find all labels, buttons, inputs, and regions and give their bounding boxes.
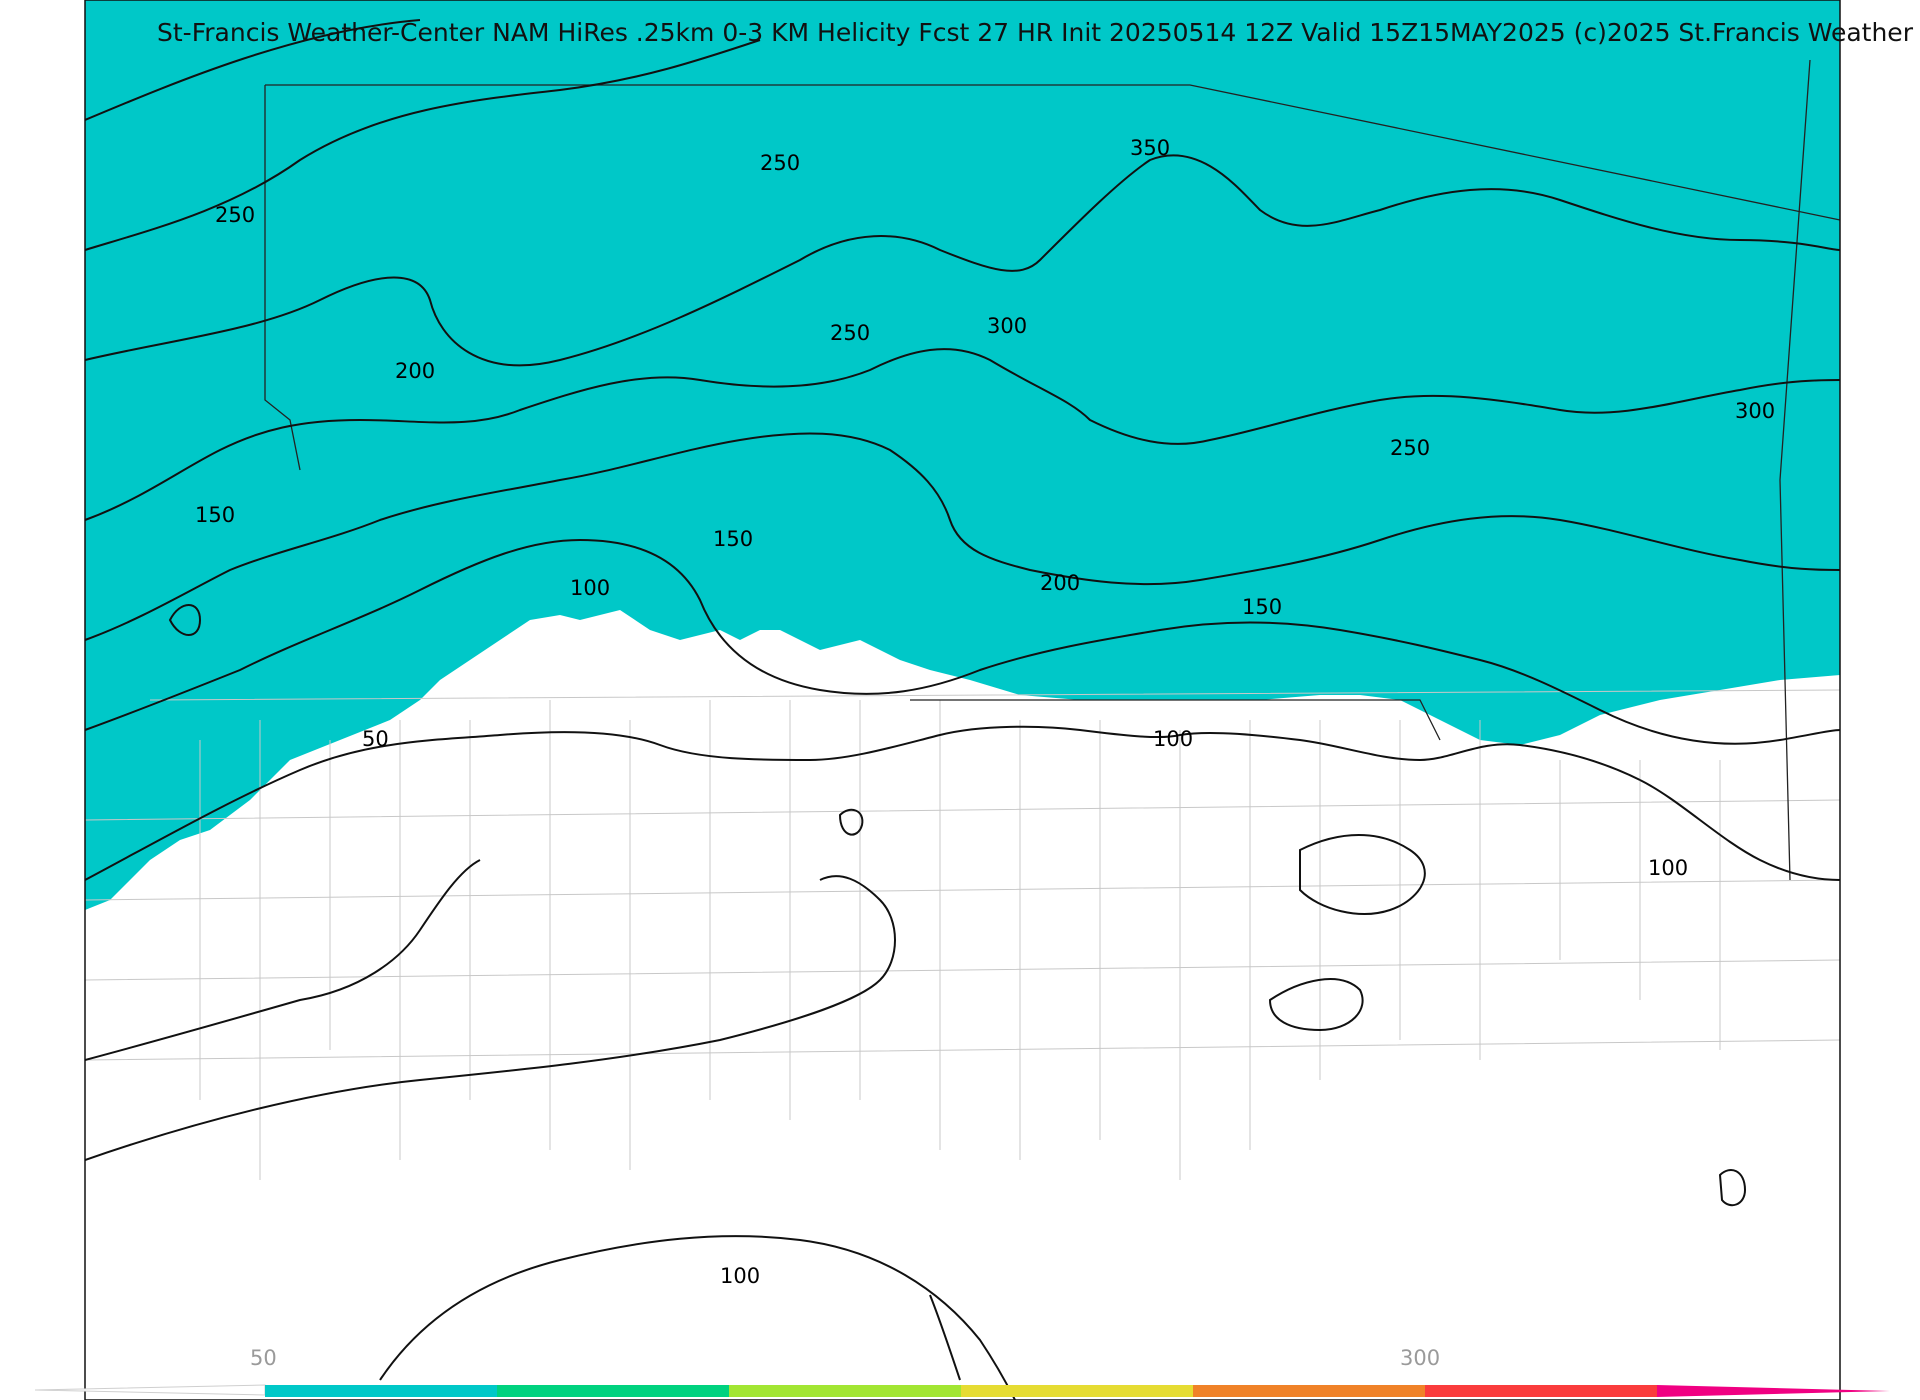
contour-label: 200 — [1040, 571, 1080, 595]
colorbar: 50 300 — [34, 1346, 1890, 1397]
contour-label: 100 — [1153, 727, 1193, 751]
map-title: St-Francis Weather-Center NAM HiRes .25k… — [157, 18, 1914, 47]
contour-label: 250 — [1390, 436, 1430, 460]
colorbar-segment — [729, 1385, 961, 1397]
contour-label: 100 — [720, 1264, 760, 1288]
contour-label: 250 — [830, 321, 870, 345]
helicity-contours — [85, 19, 1840, 1400]
county-borders — [85, 689, 1840, 1180]
state-borders — [264, 59, 1841, 881]
contour-label: 150 — [195, 503, 235, 527]
contour-label: 300 — [1735, 399, 1775, 423]
contour-label: 300 — [987, 314, 1027, 338]
contour-label: 250 — [760, 151, 800, 175]
contour-label: 50 — [362, 727, 389, 751]
colorbar-segment — [265, 1385, 497, 1397]
colorbar-high-extension — [1657, 1385, 1890, 1397]
contour-label: 350 — [1130, 136, 1170, 160]
contour-label: 150 — [1242, 595, 1282, 619]
contour-label: 100 — [570, 576, 610, 600]
band-cyan — [85, 0, 1840, 910]
contour-label: 150 — [713, 527, 753, 551]
map-frame — [84, 0, 1841, 1400]
contour-label: 100 — [1648, 856, 1688, 880]
contour-label: 250 — [215, 203, 255, 227]
colorbar-tick-label: 50 — [250, 1346, 277, 1370]
colorbar-tick-label: 300 — [1400, 1346, 1440, 1370]
contour-label: 200 — [395, 359, 435, 383]
colorbar-segment — [1193, 1385, 1425, 1397]
colorbar-segment — [497, 1385, 729, 1397]
contour-labels: 350 250 250 250 300 200 300 150 150 250 … — [195, 136, 1775, 1288]
helicity-shading — [85, 0, 1840, 910]
colorbar-segment — [1425, 1385, 1657, 1397]
colorbar-segment — [961, 1385, 1193, 1397]
